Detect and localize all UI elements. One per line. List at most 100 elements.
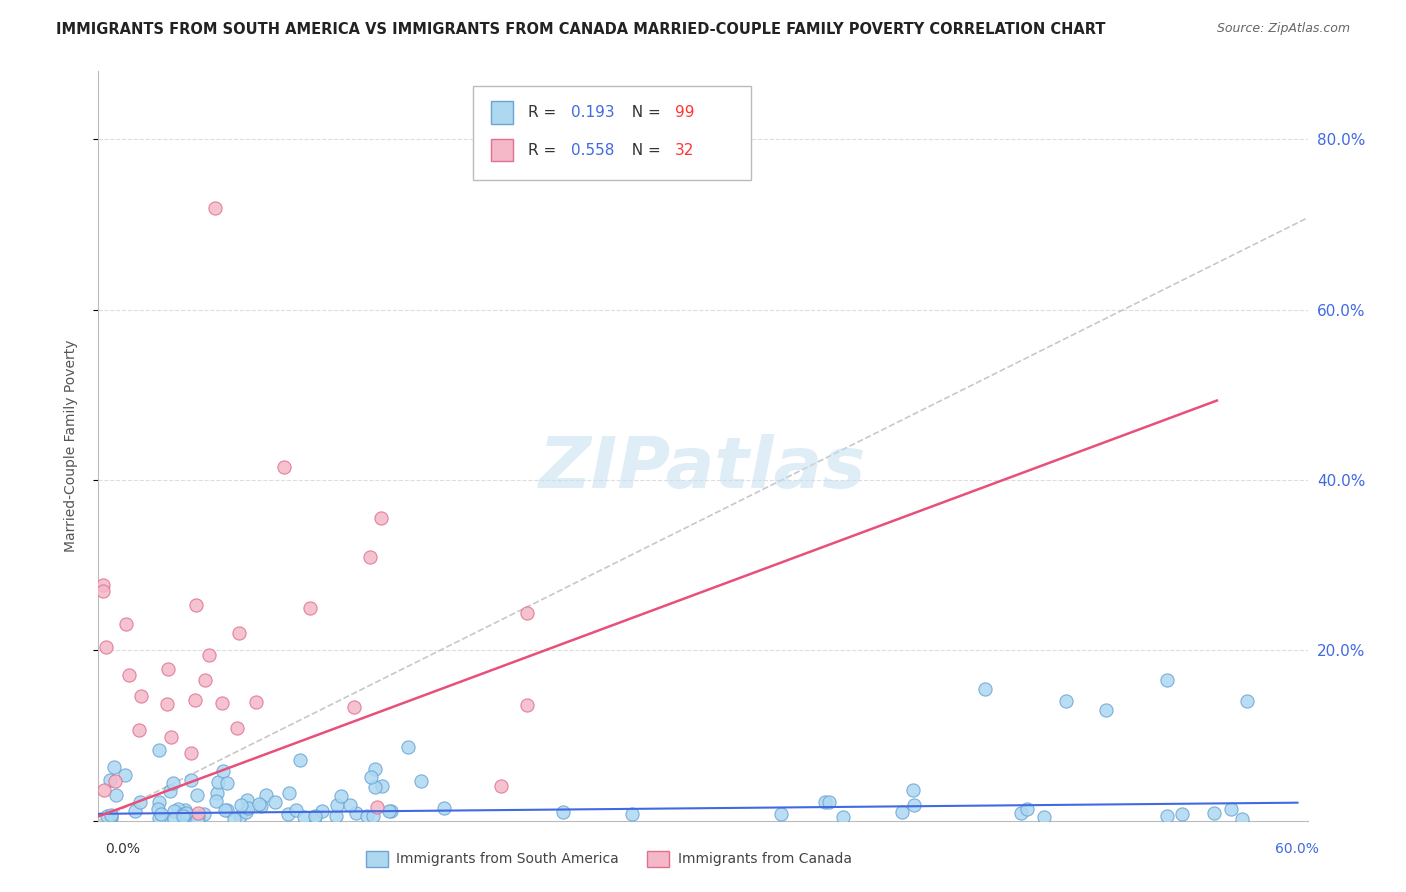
Point	[148, 811, 170, 825]
Point	[339, 797, 361, 812]
Text: Immigrants from South America: Immigrants from South America	[396, 852, 619, 866]
Point	[250, 798, 273, 813]
Point	[299, 600, 322, 615]
Point	[180, 773, 202, 788]
Point	[211, 764, 233, 778]
Point	[277, 785, 299, 799]
Point	[489, 779, 512, 793]
Point	[396, 739, 419, 754]
Point	[193, 806, 215, 821]
Point	[222, 812, 245, 826]
Point	[207, 774, 229, 789]
Point	[187, 810, 209, 824]
Point	[186, 813, 208, 827]
Point	[343, 700, 366, 714]
Point	[621, 807, 644, 822]
Point	[103, 760, 125, 774]
Point	[180, 809, 202, 823]
Point	[1033, 810, 1056, 824]
Point	[1054, 694, 1077, 708]
Point	[150, 813, 173, 827]
Point	[364, 762, 387, 776]
Point	[1017, 802, 1039, 816]
Text: 0.0%: 0.0%	[105, 842, 141, 856]
Point	[284, 803, 307, 817]
Point	[515, 606, 537, 620]
Point	[156, 698, 179, 712]
Point	[264, 795, 287, 809]
Point	[229, 797, 252, 812]
Point	[433, 801, 456, 815]
Point	[194, 673, 217, 687]
Point	[96, 640, 118, 654]
Point	[290, 753, 312, 767]
Point	[149, 807, 172, 822]
Point	[273, 460, 295, 475]
Point	[115, 617, 138, 632]
Point	[162, 776, 184, 790]
Text: IMMIGRANTS FROM SOUTH AMERICA VS IMMIGRANTS FROM CANADA MARRIED-COUPLE FAMILY PO: IMMIGRANTS FROM SOUTH AMERICA VS IMMIGRA…	[56, 22, 1105, 37]
Point	[1010, 805, 1032, 820]
Point	[292, 810, 315, 824]
Point	[891, 805, 914, 820]
Point	[1236, 694, 1258, 708]
Point	[311, 805, 333, 819]
Point	[100, 773, 122, 788]
Text: 60.0%: 60.0%	[1275, 842, 1319, 856]
Point	[1156, 673, 1178, 688]
Text: R =: R =	[527, 105, 561, 120]
Point	[148, 743, 170, 757]
Point	[187, 805, 209, 820]
FancyBboxPatch shape	[492, 139, 513, 161]
Text: N =: N =	[621, 105, 665, 120]
Point	[360, 770, 382, 784]
Point	[163, 804, 186, 818]
Point	[172, 807, 194, 822]
Point	[198, 648, 221, 662]
Point	[277, 806, 299, 821]
Point	[329, 789, 352, 803]
Point	[157, 662, 180, 676]
Point	[128, 723, 150, 737]
Point	[516, 698, 538, 712]
Text: 32: 32	[675, 143, 695, 158]
Point	[380, 804, 402, 818]
Point	[205, 794, 228, 808]
FancyBboxPatch shape	[492, 102, 513, 124]
Point	[229, 808, 252, 822]
Point	[148, 795, 170, 809]
Point	[360, 549, 382, 564]
Point	[228, 626, 250, 640]
Point	[370, 511, 392, 525]
Point	[1220, 802, 1243, 816]
Point	[214, 804, 236, 818]
Point	[148, 802, 170, 816]
Point	[409, 774, 432, 789]
Point	[129, 689, 152, 703]
Point	[184, 693, 207, 707]
Point	[103, 774, 125, 789]
FancyBboxPatch shape	[474, 87, 751, 180]
Point	[93, 783, 115, 797]
Point	[974, 681, 997, 696]
Point	[159, 784, 181, 798]
Point	[160, 731, 183, 745]
Point	[1156, 809, 1178, 823]
Point	[551, 805, 574, 819]
Point	[363, 808, 385, 822]
Text: 0.193: 0.193	[571, 105, 614, 120]
Point	[217, 775, 239, 789]
Point	[172, 811, 194, 825]
Text: Immigrants from Canada: Immigrants from Canada	[678, 852, 852, 866]
Y-axis label: Married-Couple Family Poverty: Married-Couple Family Poverty	[63, 340, 77, 552]
Point	[1230, 812, 1253, 826]
Point	[180, 746, 202, 760]
Point	[254, 789, 277, 803]
Text: ZIPatlas: ZIPatlas	[540, 434, 866, 503]
Point	[100, 808, 122, 822]
Point	[832, 810, 855, 824]
Point	[162, 812, 184, 826]
Point	[215, 804, 238, 818]
Point	[104, 789, 127, 803]
Point	[100, 811, 122, 825]
